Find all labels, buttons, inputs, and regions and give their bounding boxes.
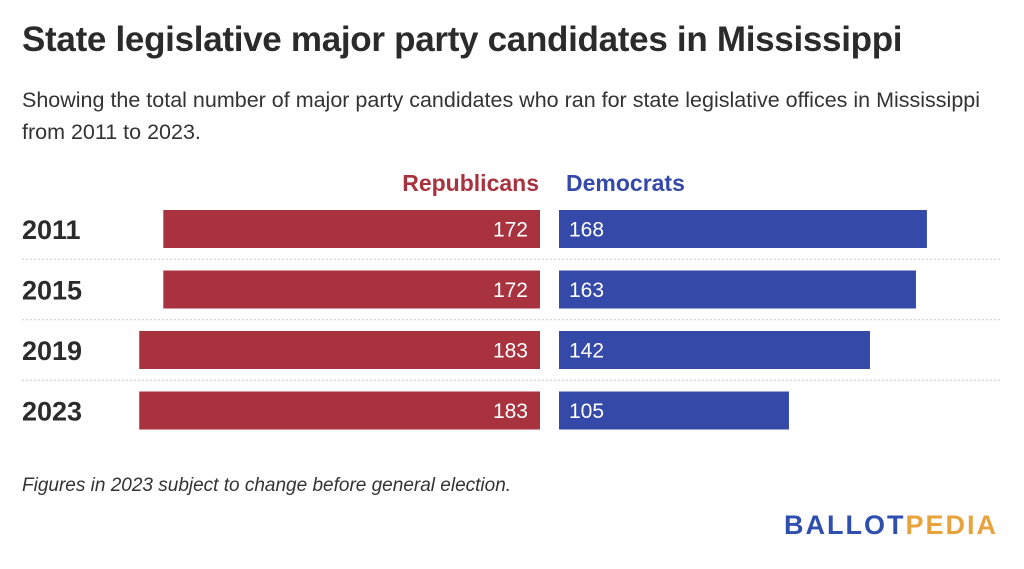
bar-democrats [559, 391, 789, 430]
bar-republicans [139, 331, 541, 369]
bar-republicans [163, 210, 540, 248]
footnote: Figures in 2023 subject to change before… [22, 475, 512, 496]
year-label: 2023 [22, 397, 82, 427]
data-label-democrats: 168 [569, 219, 604, 242]
data-label-republicans: 172 [493, 279, 528, 302]
legend-democrats: Democrats [566, 170, 685, 196]
data-label-republicans: 172 [493, 219, 528, 242]
legend-republicans: Republicans [402, 170, 539, 196]
bar-republicans [163, 270, 540, 309]
data-label-republicans: 183 [493, 400, 528, 423]
data-label-democrats: 105 [569, 400, 604, 423]
data-label-democrats: 142 [569, 340, 604, 363]
year-label: 2015 [22, 276, 82, 306]
year-label: 2019 [22, 336, 82, 366]
chart-subtitle: Showing the total number of major party … [22, 88, 981, 144]
year-label: 2011 [22, 215, 81, 245]
logo-part-ballot: BALLOT [783, 510, 906, 540]
data-label-republicans: 183 [493, 340, 528, 363]
ballotpedia-logo: BALLOTPEDIA [784, 510, 998, 541]
chart-title: State legislative major party candidates… [22, 20, 903, 59]
bar-democrats [559, 210, 927, 248]
data-label-democrats: 163 [569, 279, 604, 302]
bar-republicans [139, 391, 541, 430]
bar-democrats [559, 270, 916, 309]
logo-part-pedia: PEDIA [905, 510, 998, 540]
bar-chart: 2011 172 168 2015 172 163 2019 183 142 2023 183 105 [22, 210, 1002, 430]
bar-democrats [559, 331, 870, 369]
